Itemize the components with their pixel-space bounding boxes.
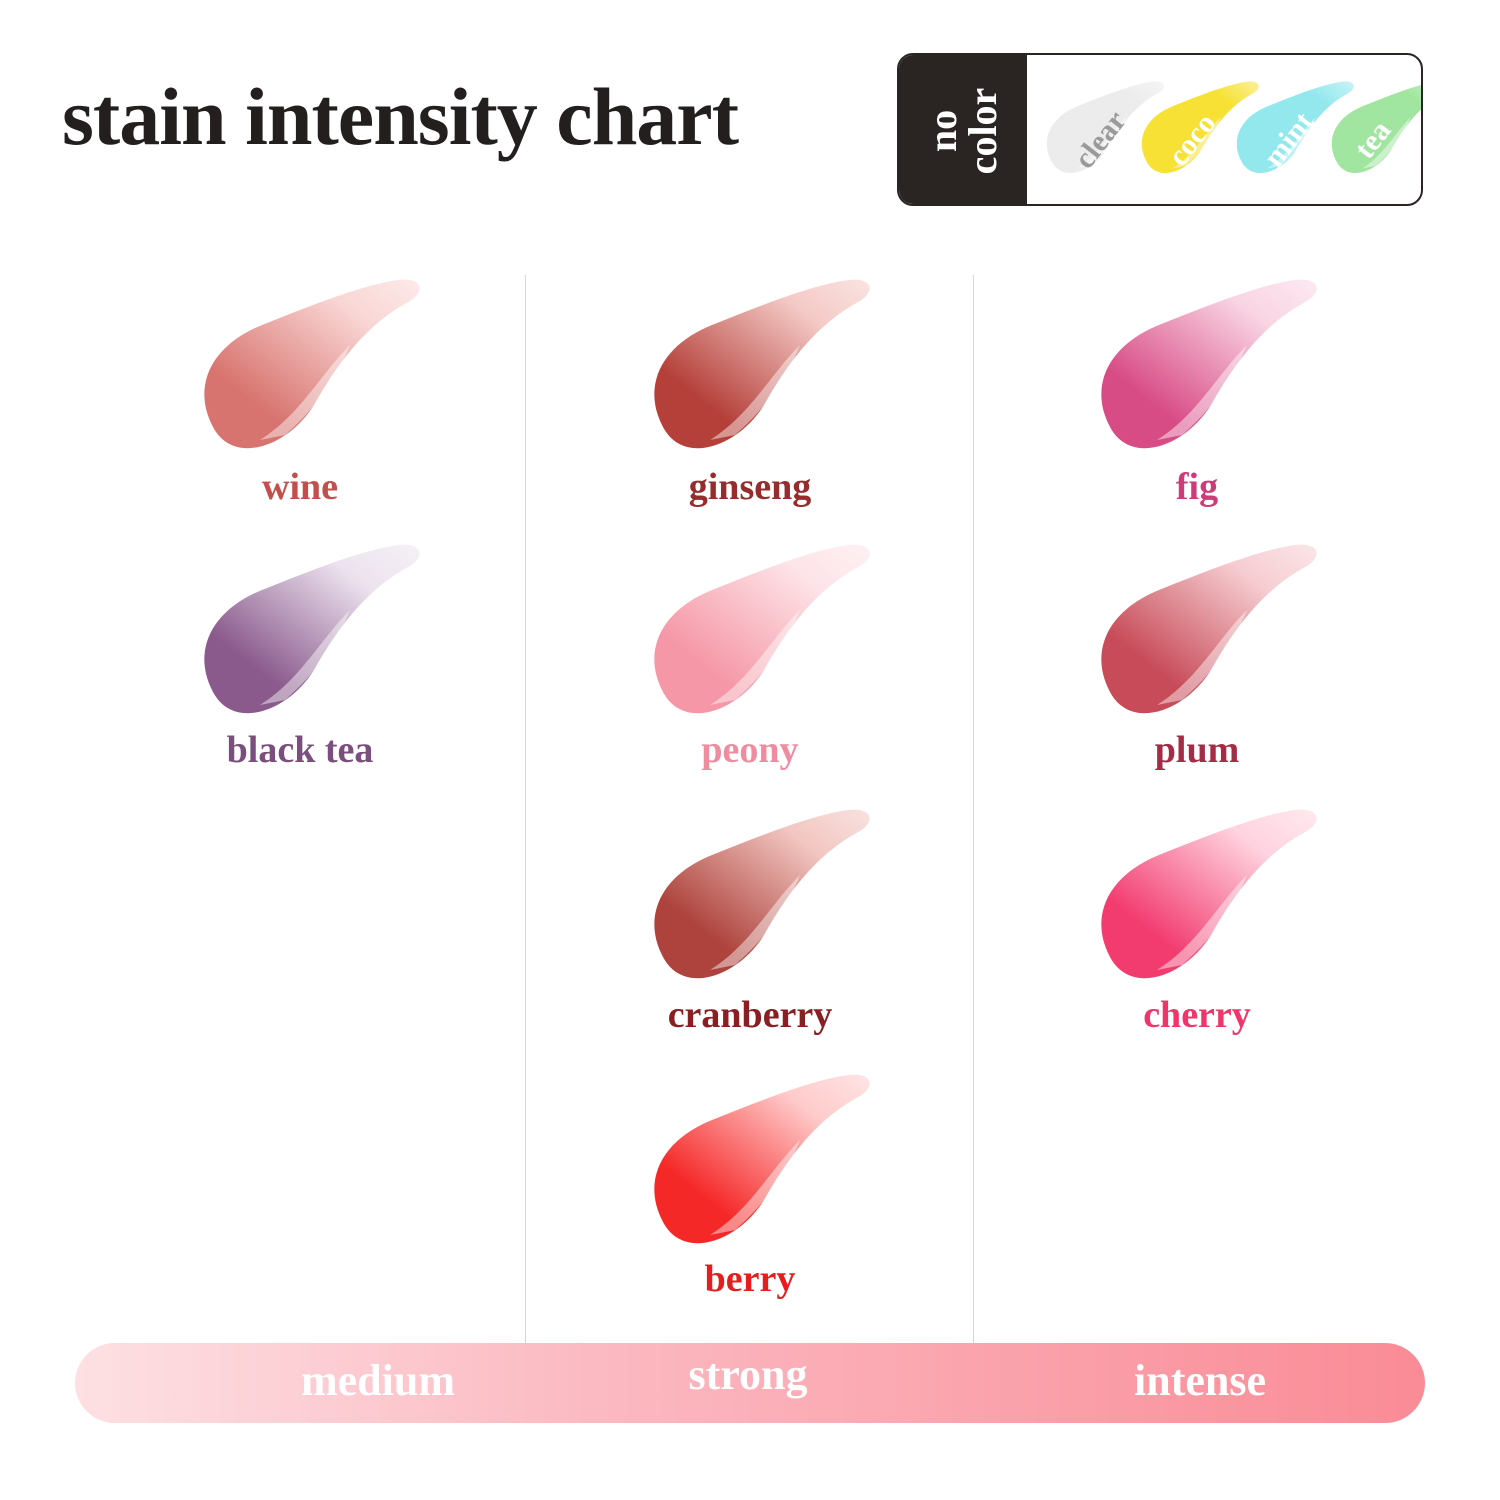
shade-label: black tea bbox=[226, 729, 374, 771]
intensity-scale-bar: medium strong intense bbox=[75, 1343, 1425, 1423]
no-color-swatch-tea: tea bbox=[1324, 73, 1421, 188]
swatch-plum bbox=[1087, 540, 1317, 730]
swatch-cherry bbox=[1087, 805, 1317, 995]
swatch-wine bbox=[190, 275, 420, 465]
swatch-black-tea bbox=[190, 540, 420, 730]
swatch-ginseng bbox=[640, 275, 870, 465]
shade-label: fig bbox=[1175, 466, 1219, 508]
column-divider bbox=[973, 275, 974, 1345]
swatch-berry bbox=[640, 1070, 870, 1260]
shade-label: berry bbox=[704, 1258, 796, 1300]
level-intense: intense bbox=[1134, 1356, 1266, 1405]
level-strong: strong bbox=[688, 1350, 808, 1399]
shade-label: wine bbox=[262, 466, 338, 508]
shade-label: cranberry bbox=[667, 994, 833, 1036]
no-color-swatch-clear: clear bbox=[1039, 73, 1164, 188]
swatch-cranberry bbox=[640, 805, 870, 995]
no-color-label: no color bbox=[920, 87, 1005, 175]
level-medium: medium bbox=[301, 1356, 455, 1405]
shade-label: ginseng bbox=[688, 466, 812, 508]
no-color-panel: no color clear coco mint tea bbox=[897, 53, 1423, 206]
no-color-swatch-mint: mint bbox=[1229, 73, 1354, 188]
page-title: stain intensity chart bbox=[62, 71, 739, 162]
shade-label: cherry bbox=[1143, 994, 1251, 1036]
swatch-fig bbox=[1087, 275, 1317, 465]
swatch-peony bbox=[640, 540, 870, 730]
column-divider bbox=[525, 275, 526, 1345]
shade-label: peony bbox=[701, 729, 799, 771]
no-color-swatch-coco: coco bbox=[1134, 73, 1259, 188]
no-color-header: no color bbox=[899, 55, 1027, 204]
shade-label: plum bbox=[1154, 729, 1240, 771]
